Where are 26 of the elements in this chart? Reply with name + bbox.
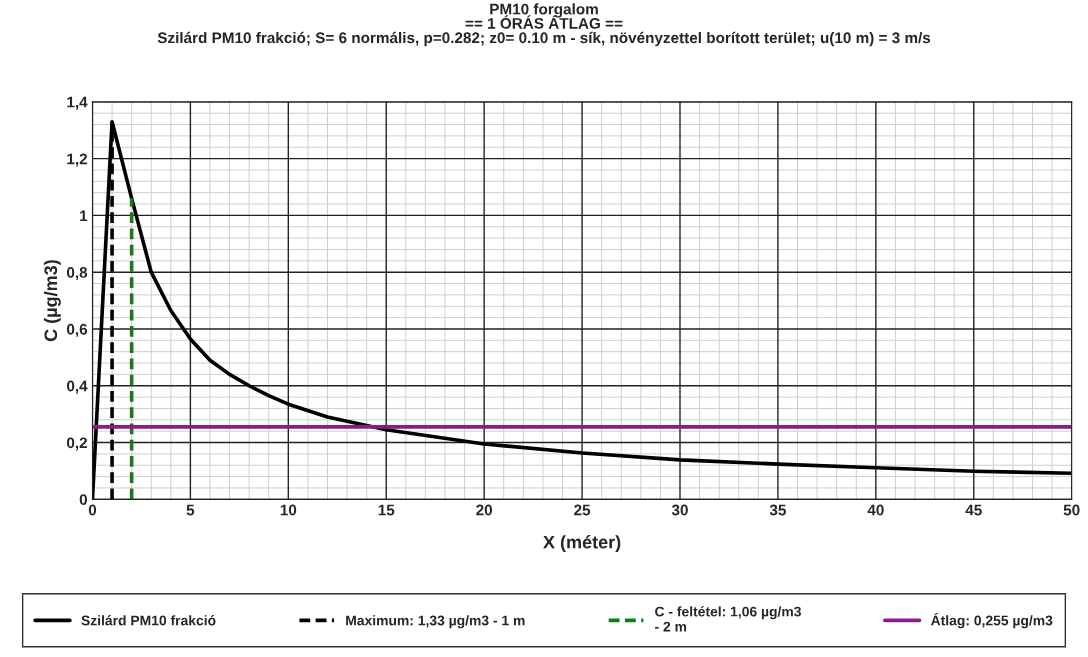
x-tick-label: 20	[476, 504, 493, 516]
x-tick-label: 25	[574, 504, 591, 516]
y-tick-label: 0,6	[66, 323, 88, 337]
y-tick-label: 0	[79, 494, 87, 506]
x-axis-title: X (méter)	[543, 535, 621, 553]
legend-label: Maximum: 1,33 µg/m3 - 1 m	[346, 615, 525, 629]
y-tick-label: 0,8	[66, 267, 88, 281]
chart-title: PM10 forgalom == 1 ÓRÁS ÁTLAG == Szilárd PM10 frakció; S= 6 normális, p=0.282; z0= 0.10 m - sík, növényzettel borított terület; u(10 m) = 3 m/s	[157, 3, 931, 47]
x-tick-label: 45	[965, 504, 982, 516]
x-tick-label: 0	[88, 504, 97, 516]
y-tick-label: 1,4	[67, 96, 88, 110]
y-axis-title: C (µg/m3)	[43, 260, 61, 342]
legend-label: C - feltétel: 1,06 µg/m3 - 2 m	[655, 606, 801, 632]
x-tick-label: 10	[280, 504, 297, 516]
legend-label: Szilárd PM10 frakció	[81, 615, 216, 626]
x-tick-label: 35	[769, 504, 786, 516]
y-tick-label: 0,4	[66, 380, 88, 394]
x-tick-label: 40	[867, 504, 884, 516]
x-tick-label: 5	[186, 504, 195, 516]
y-tick-label: 0,2	[66, 437, 88, 451]
x-tick-label: 50	[1063, 504, 1080, 516]
x-tick-label: 15	[378, 504, 395, 516]
x-tick-label: 30	[671, 504, 688, 516]
legend-label: Átlag: 0,255 µg/m3	[930, 612, 1053, 629]
y-tick-label: 1	[80, 210, 88, 221]
y-tick-label: 1,2	[67, 153, 88, 167]
